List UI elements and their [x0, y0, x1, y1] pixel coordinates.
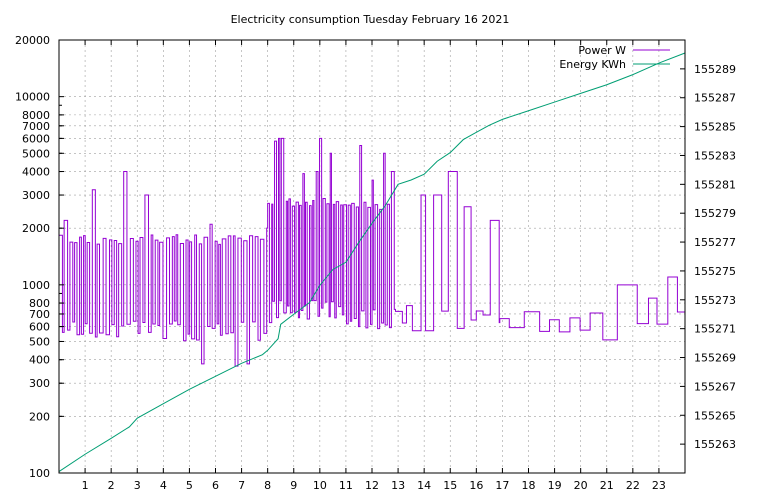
y-tick-label: 100: [29, 467, 50, 480]
series-power-line: [59, 137, 685, 367]
series-layer: [58, 52, 686, 472]
y-tick-label: 3000: [22, 189, 50, 202]
y2-tick-label: 155285: [694, 121, 736, 134]
x-tick-label: 5: [186, 479, 193, 492]
y-tick-label: 2000: [22, 222, 50, 235]
y-tick-label: 200: [29, 410, 50, 423]
y-tick-label: 600: [29, 321, 50, 334]
y2-tick-label: 155275: [694, 265, 736, 278]
y-tick-label: 700: [29, 308, 50, 321]
y-tick-label: 10000: [15, 91, 50, 104]
y-tick-label: 7000: [22, 120, 50, 133]
y-tick-label: 300: [29, 377, 50, 390]
y-tick-label: 800: [29, 297, 50, 310]
x-tick-label: 4: [160, 479, 167, 492]
y2-tick-label: 155269: [694, 352, 736, 365]
x-tick-label: 13: [391, 479, 405, 492]
y2-tick-label: 155273: [694, 294, 736, 307]
x-tick-label: 16: [469, 479, 483, 492]
y2-tick-label: 155283: [694, 149, 736, 162]
y-tick-label: 5000: [22, 147, 50, 160]
legend: Power W Energy KWh: [559, 44, 670, 71]
x-tick-label: 12: [365, 479, 379, 492]
x-tick-label: 6: [212, 479, 219, 492]
y-tick-label: 8000: [22, 109, 50, 122]
chart-title: Electricity consumption Tuesday February…: [231, 13, 510, 26]
y2-tick-label: 155271: [694, 323, 736, 336]
y2-tick-label: 155281: [694, 178, 736, 191]
series-energy-line: [58, 52, 686, 472]
x-tick-label: 23: [652, 479, 666, 492]
y-tick-label: 4000: [22, 166, 50, 179]
y2-tick-label: 155263: [694, 438, 736, 451]
y-tick-label: 500: [29, 335, 50, 348]
legend-label-energy: Energy KWh: [559, 58, 626, 71]
legend-label-power: Power W: [578, 44, 626, 57]
y2-tick-label: 155267: [694, 380, 736, 393]
y2-tick-label: 155265: [694, 409, 736, 422]
y-tick-label: 400: [29, 354, 50, 367]
x-tick-label: 2: [108, 479, 115, 492]
x-tick-label: 8: [264, 479, 271, 492]
tick-layer: 1 2 3 4 5 6 7 8 9 10 11 12 13 14 15 16 17 18 19 20 21 22 23100…: [15, 34, 736, 492]
y-tick-label: 20000: [15, 34, 50, 47]
x-tick-label: 14: [417, 479, 431, 492]
x-tick-label: 3: [134, 479, 141, 492]
x-tick-label: 15: [443, 479, 457, 492]
x-tick-label: 21: [600, 479, 614, 492]
x-tick-label: 22: [626, 479, 640, 492]
y2-tick-label: 155287: [694, 92, 736, 105]
x-tick-label: 10: [313, 479, 327, 492]
x-tick-label: 1: [82, 479, 89, 492]
x-tick-label: 11: [339, 479, 353, 492]
y-tick-label: 6000: [22, 132, 50, 145]
y2-tick-label: 155289: [694, 63, 736, 76]
x-tick-label: 17: [495, 479, 509, 492]
y-tick-label: 1000: [22, 279, 50, 292]
x-tick-label: 20: [574, 479, 588, 492]
x-tick-label: 18: [522, 479, 536, 492]
y2-tick-label: 155277: [694, 236, 736, 249]
x-tick-label: 19: [548, 479, 562, 492]
x-tick-label: 7: [238, 479, 245, 492]
grid-layer: [59, 39, 685, 474]
x-tick-label: 9: [290, 479, 297, 492]
y2-tick-label: 155279: [694, 207, 736, 220]
